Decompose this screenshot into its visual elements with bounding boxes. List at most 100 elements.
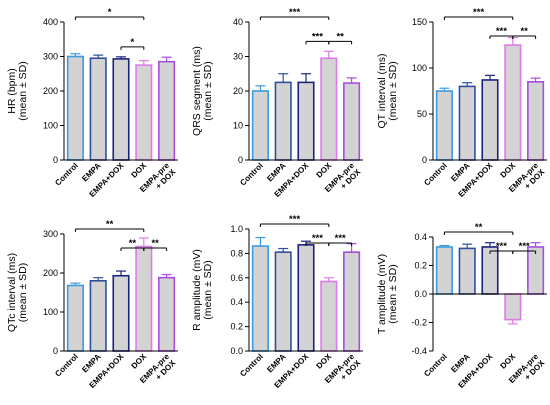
bar bbox=[458, 247, 476, 295]
bar bbox=[135, 64, 153, 161]
y-tick-label: 100 bbox=[412, 63, 427, 73]
x-tick-label: Control bbox=[53, 352, 79, 378]
x-tick-label: DOX bbox=[315, 352, 334, 371]
bar bbox=[527, 246, 545, 295]
y-tick-label: 0.8 bbox=[230, 248, 243, 258]
y-tick-label: 100 bbox=[43, 121, 58, 131]
bar bbox=[135, 245, 153, 352]
y-axis-label: HR (bpm) bbox=[6, 68, 18, 114]
bar bbox=[251, 245, 269, 352]
y-tick-label: 30 bbox=[233, 52, 243, 62]
y-tick-label: 300 bbox=[43, 52, 58, 62]
significance-label: *** bbox=[519, 241, 530, 252]
bar bbox=[504, 44, 522, 161]
significance-label: ** bbox=[336, 31, 344, 42]
significance-label: *** bbox=[496, 241, 507, 252]
y-axis-label-sub: (mean ± SD) bbox=[387, 264, 399, 323]
significance-label: *** bbox=[473, 7, 484, 18]
y-axis-label-sub: (mean ± SD) bbox=[17, 61, 29, 120]
y-tick-label: 50 bbox=[417, 109, 427, 119]
y-tick-label: 300 bbox=[43, 229, 58, 239]
y-tick-label: 1.0 bbox=[230, 224, 243, 234]
x-tick-label: DOX bbox=[130, 161, 149, 180]
y-axis-label: QRS segment (ms) bbox=[191, 46, 203, 136]
y-tick-label: 100 bbox=[43, 307, 58, 317]
y-tick-label: 0 bbox=[238, 155, 243, 165]
y-tick-label: 200 bbox=[43, 268, 58, 278]
y-tick-label: 0.6 bbox=[230, 273, 243, 283]
bar bbox=[251, 90, 269, 161]
significance-label: *** bbox=[496, 26, 507, 37]
bar bbox=[320, 280, 338, 352]
y-tick-label: 10 bbox=[233, 121, 243, 131]
significance-label: *** bbox=[289, 7, 300, 18]
bar bbox=[504, 293, 522, 321]
significance-label: *** bbox=[312, 31, 323, 42]
y-tick-label: 0 bbox=[53, 346, 58, 356]
y-tick-label: 0.2 bbox=[414, 261, 427, 271]
y-tick-label: 0.2 bbox=[230, 322, 243, 332]
x-tick-label: Control bbox=[53, 161, 79, 187]
bar bbox=[320, 57, 338, 161]
x-tick-label: Control bbox=[238, 161, 264, 187]
y-axis-label: R amplitude (mV) bbox=[191, 249, 203, 331]
y-tick-label: 0.0 bbox=[414, 289, 427, 299]
significance-label: * bbox=[131, 37, 135, 48]
significance-label: ** bbox=[151, 238, 159, 249]
bar bbox=[89, 57, 107, 161]
x-tick-label: DOX bbox=[499, 352, 518, 371]
bar bbox=[481, 246, 499, 295]
y-tick-label: 20 bbox=[233, 86, 243, 96]
significance-label: *** bbox=[335, 233, 346, 244]
x-tick-label: DOX bbox=[130, 352, 149, 371]
y-tick-label: 0.4 bbox=[230, 297, 243, 307]
y-tick-label: 0.4 bbox=[414, 232, 427, 242]
y-axis-label: QT interval (ms) bbox=[376, 53, 388, 128]
bar bbox=[158, 60, 176, 161]
bar bbox=[297, 81, 315, 161]
chart-panel-2: 0 10 20 30 40 QRS segment (ms) (mean ± SD) Cont… bbox=[191, 7, 363, 199]
bar bbox=[112, 274, 130, 352]
y-axis-label-sub: (mean ± SD) bbox=[387, 61, 399, 120]
bar bbox=[112, 58, 130, 161]
x-tick-label: DOX bbox=[315, 161, 334, 180]
x-tick-label: Control bbox=[422, 161, 448, 187]
bar bbox=[158, 276, 176, 352]
bar bbox=[435, 246, 453, 295]
significance-label: ** bbox=[106, 219, 114, 230]
bar bbox=[343, 251, 361, 352]
bar bbox=[297, 244, 315, 352]
bar bbox=[435, 90, 453, 161]
significance-label: * bbox=[108, 7, 112, 18]
significance-label: *** bbox=[289, 214, 300, 225]
y-tick-label: 40 bbox=[233, 17, 243, 27]
chart-panel-4: 0 100 200 300 QTc interval (ms) (mean ± SD) Co… bbox=[6, 219, 178, 390]
y-tick-label: -0.4 bbox=[411, 346, 427, 356]
x-tick-label: Control bbox=[238, 352, 264, 378]
y-tick-label: 200 bbox=[43, 86, 58, 96]
significance-label: *** bbox=[312, 233, 323, 244]
bar bbox=[274, 251, 292, 352]
bar bbox=[481, 79, 499, 161]
y-axis-label: QTc interval (ms) bbox=[6, 253, 18, 332]
x-tick-label: DOX bbox=[499, 161, 518, 180]
y-tick-label: -0.2 bbox=[411, 318, 427, 328]
bar bbox=[527, 81, 545, 161]
bar bbox=[343, 82, 361, 161]
y-axis-label-sub: (mean ± SD) bbox=[202, 260, 214, 319]
y-tick-label: 150 bbox=[412, 17, 427, 27]
chart-panel-6: -0.4 -0.2 0.0 0.2 0.4 T amplitude (mV) (mean ±… bbox=[376, 222, 547, 390]
y-tick-label: 0 bbox=[422, 155, 427, 165]
bar bbox=[458, 85, 476, 161]
bar bbox=[66, 55, 84, 161]
chart-panel-3: 0 50 100 150 QT interval (ms) (mean ± SD) Cont… bbox=[376, 7, 547, 199]
y-axis-label-sub: (mean ± SD) bbox=[17, 263, 29, 322]
y-tick-label: 400 bbox=[43, 17, 58, 27]
y-axis-label: T amplitude (mV) bbox=[376, 254, 388, 334]
x-tick-label: Control bbox=[422, 352, 448, 378]
y-tick-label: 0.0 bbox=[230, 346, 243, 356]
y-tick-label: 0 bbox=[53, 155, 58, 165]
significance-label: ** bbox=[475, 222, 483, 233]
